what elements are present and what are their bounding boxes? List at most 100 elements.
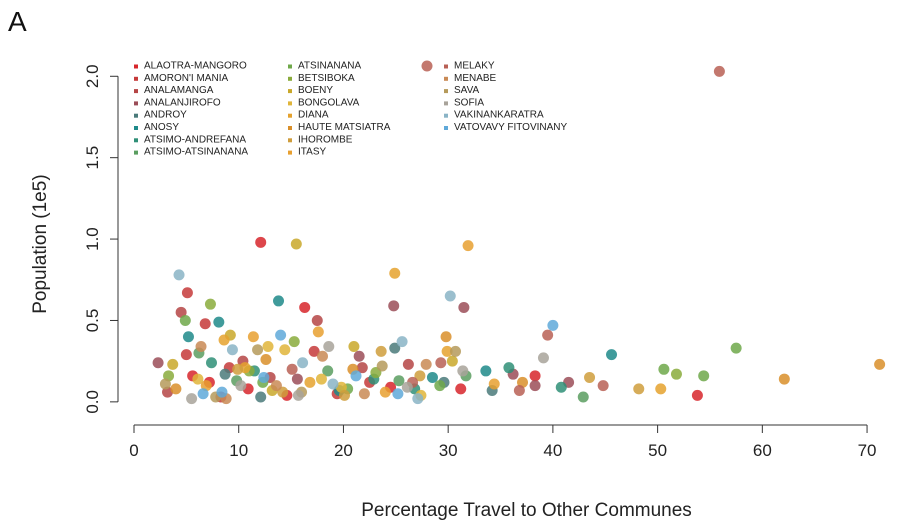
- data-point: [186, 393, 198, 405]
- data-point: [874, 358, 886, 370]
- legend-label: VATOVAVY FITOVINANY: [454, 122, 568, 133]
- data-point: [232, 363, 244, 375]
- legend-item: ANOSY: [134, 122, 179, 133]
- data-point: [199, 318, 211, 330]
- legend-item: ATSINANANA: [288, 61, 361, 72]
- legend-item: BETSIBOKA: [288, 73, 355, 84]
- data-point: [247, 331, 259, 343]
- data-point: [252, 344, 264, 356]
- legend-item: VATOVAVY FITOVINANY: [444, 122, 568, 133]
- legend-label: BONGOLAVA: [298, 97, 360, 108]
- data-point: [529, 370, 541, 382]
- data-point: [457, 365, 469, 377]
- data-point: [216, 386, 228, 398]
- data-point: [262, 341, 274, 353]
- data-point: [180, 349, 192, 361]
- data-point: [297, 357, 309, 369]
- series-itasy: [200, 240, 500, 398]
- data-point: [258, 371, 270, 383]
- data-point: [449, 345, 461, 357]
- data-point: [542, 329, 554, 341]
- legend-item: BOENY: [288, 85, 333, 96]
- data-point: [197, 388, 209, 400]
- legend-label: SAVA: [454, 85, 480, 96]
- data-point: [317, 350, 328, 362]
- data-point: [205, 357, 217, 369]
- y-axis-title: Population (1e5): [30, 174, 51, 313]
- legend-swatch: [444, 113, 448, 118]
- legend-item: MENABE: [444, 73, 497, 84]
- data-point: [311, 314, 323, 326]
- data-point: [167, 358, 179, 370]
- data-point: [435, 357, 447, 369]
- legend-label: ANOSY: [144, 122, 179, 133]
- legend-label: ITASY: [298, 147, 326, 158]
- data-point: [204, 298, 216, 310]
- data-point: [713, 65, 725, 77]
- legend-item: ITASY: [288, 147, 326, 158]
- data-point: [315, 373, 327, 385]
- x-tick-label: 0: [129, 441, 138, 460]
- data-point: [658, 363, 670, 375]
- data-point: [304, 376, 316, 388]
- data-point: [455, 383, 467, 395]
- data-point: [420, 358, 432, 370]
- data-point: [338, 389, 350, 401]
- legend-swatch: [134, 64, 138, 69]
- data-point: [279, 344, 291, 356]
- panel-label: A: [8, 6, 27, 37]
- data-point: [170, 383, 182, 395]
- data-point: [441, 345, 453, 357]
- data-point: [414, 370, 426, 382]
- legend-item: ATSIMO-ATSINANANA: [134, 147, 248, 158]
- x-tick-label: 70: [858, 441, 877, 460]
- data-point: [691, 389, 703, 401]
- data-point: [308, 345, 320, 357]
- legend-swatch: [288, 126, 292, 130]
- x-tick-label: 10: [229, 441, 248, 460]
- data-point: [192, 373, 204, 385]
- data-point: [412, 393, 424, 405]
- legend-swatch: [134, 150, 138, 155]
- data-point: [260, 354, 272, 366]
- data-point: [480, 365, 492, 377]
- legend-marker: [421, 60, 433, 72]
- data-point: [348, 341, 360, 353]
- legend-item: BONGOLAVA: [288, 97, 360, 108]
- data-point: [213, 316, 225, 328]
- series-boeny: [167, 238, 458, 396]
- data-point: [458, 301, 470, 313]
- series-sofia: [186, 341, 549, 405]
- legend-swatch: [444, 101, 448, 106]
- data-point: [444, 290, 456, 302]
- legend-label: BOENY: [298, 85, 333, 96]
- legend-label: ATSIMO-ANDREFANA: [144, 134, 246, 145]
- data-point: [290, 238, 302, 250]
- series-vakinankaratra: [173, 269, 456, 405]
- data-point: [778, 373, 790, 385]
- legend-swatch: [134, 89, 138, 94]
- legend-swatch: [288, 89, 292, 94]
- data-point: [299, 301, 311, 313]
- legend-item: ANALAMANGA: [134, 85, 214, 96]
- data-point: [353, 350, 365, 362]
- data-point: [698, 370, 710, 382]
- data-point: [327, 378, 339, 390]
- data-point: [389, 342, 401, 354]
- legend-swatch: [444, 64, 448, 69]
- data-point: [358, 388, 370, 400]
- legend-label: ALAOTRA-MANGORO: [144, 61, 247, 72]
- data-point: [270, 380, 282, 392]
- y-tick-label: 2.0: [83, 64, 102, 88]
- data-point: [312, 326, 324, 338]
- legend-item: ATSIMO-ANDREFANA: [134, 134, 246, 145]
- legend-item: VAKINANKARATRA: [444, 110, 544, 121]
- data-point: [577, 391, 589, 403]
- data-point: [322, 365, 334, 377]
- legend-label: MELAKY: [454, 61, 495, 72]
- data-point: [402, 358, 414, 370]
- series-vatovavy-fitovinany: [197, 319, 559, 400]
- data-point: [152, 357, 164, 369]
- x-tick-label: 40: [543, 441, 562, 460]
